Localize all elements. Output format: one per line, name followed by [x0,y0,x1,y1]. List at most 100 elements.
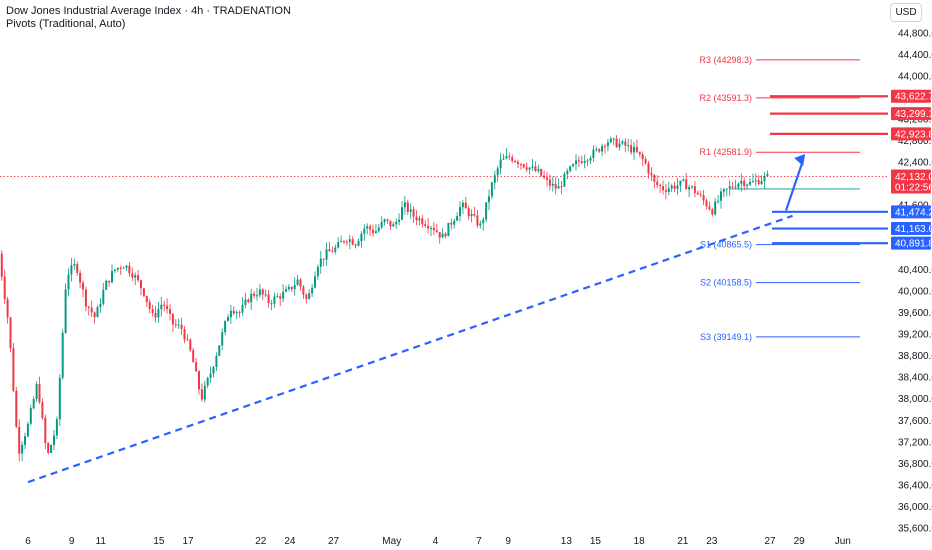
candle-body [53,435,55,445]
x-tick-label: 4 [433,536,439,547]
candle-body [473,214,476,216]
y-axis[interactable]: 44,800.044,400.044,000.043,600.043,200.0… [898,28,932,534]
current-price-countdown: 01:22:56 [895,182,932,193]
candle-body [699,194,702,196]
candle-body [757,180,760,185]
candle-body [685,179,688,190]
candle-body [624,141,627,146]
candle-body [638,151,641,155]
candle-body [250,293,253,303]
candle-body [575,160,577,165]
candle-body [128,265,131,274]
candle-body [551,183,554,186]
candle-body [664,190,667,192]
candle-body [61,332,64,378]
candle-body [676,185,679,189]
candle-body [93,312,96,318]
candle-body [635,146,638,152]
candle-body [90,307,93,313]
candle-body [221,332,224,346]
candle-body [401,207,403,220]
y-tick-label: 36,000.0 [898,502,932,513]
candle-body [537,169,540,171]
x-axis[interactable]: 6 9 11 15 17 22 24 27 May 4 7 9 13 15 18 21 23 27 29 Jun [25,536,851,547]
candle-body [514,161,517,163]
candle-body [87,306,90,308]
candle-body [203,385,206,400]
candle-body [450,222,453,225]
candle-body [519,164,522,166]
candle-body [273,296,276,304]
x-tick-label: 15 [153,536,165,547]
y-tick-label: 42,800.0 [898,136,932,147]
candle-body [26,423,29,437]
candle-body [557,186,560,189]
candle-body [351,239,354,245]
candle-body [102,289,105,304]
candle-body [461,202,464,208]
candle-body [650,173,653,176]
price-tag-1: 43,622.7 [895,92,932,103]
x-tick-label: 15 [590,536,602,547]
projection-arrow-head [794,153,806,166]
candle-body [479,223,482,226]
candle-body [276,296,279,298]
candle-body [171,313,174,325]
candle-body [305,294,308,299]
candle-body [270,303,273,305]
candle-body [296,279,299,286]
y-tick-label: 35,600.0 [898,523,932,534]
candle-body [409,209,412,212]
price-tag-2: 43,299.1 [895,109,932,120]
candle-body [314,276,316,288]
currency-button[interactable]: USD [890,3,922,22]
candle-body [15,390,18,427]
candle-body [137,275,140,281]
candle-body [540,169,543,176]
candle-body [415,216,418,221]
candle-body [525,167,528,170]
candle-body [722,189,725,192]
price-tag-3: 42,923.8 [895,129,932,140]
candle-body [140,280,142,289]
candle-body [241,304,244,313]
candle-body [261,289,264,295]
candle-body [743,180,746,186]
candle-body [693,186,696,193]
candle-body [157,309,160,318]
y-tick-label: 37,600.0 [898,416,932,427]
x-tick-label: 27 [764,536,776,547]
y-tick-label: 39,200.0 [898,330,932,341]
x-tick-label: 6 [25,536,31,547]
candle-body [470,214,473,217]
candle-body [151,308,154,314]
candle-body [267,294,270,304]
candle-body [418,218,421,221]
candle-body [247,299,250,303]
trendline-group[interactable] [27,153,806,484]
candle-body [386,219,389,221]
candle-body [340,241,343,243]
price-tag-box [891,89,931,103]
candle-body [656,181,659,186]
candle-body [563,174,566,187]
candle-body [633,146,635,153]
candle-body [35,384,38,399]
price-tag-5: 41,163.6 [895,224,932,235]
candle-body [760,180,763,185]
candle-body [435,230,438,233]
candle-body [589,157,592,161]
candle-body [604,145,606,147]
candle-body [177,324,180,326]
candle-body [366,226,369,229]
candle-body [70,265,73,275]
candle-body [763,176,766,181]
candle-body [705,200,708,207]
pivot-label-r3: R3 (44298.3) [699,55,752,65]
price-tag-box [891,127,931,141]
candle-body [44,417,47,443]
candle-body [308,293,311,299]
candle-body [406,202,409,212]
candle-body [290,286,293,290]
